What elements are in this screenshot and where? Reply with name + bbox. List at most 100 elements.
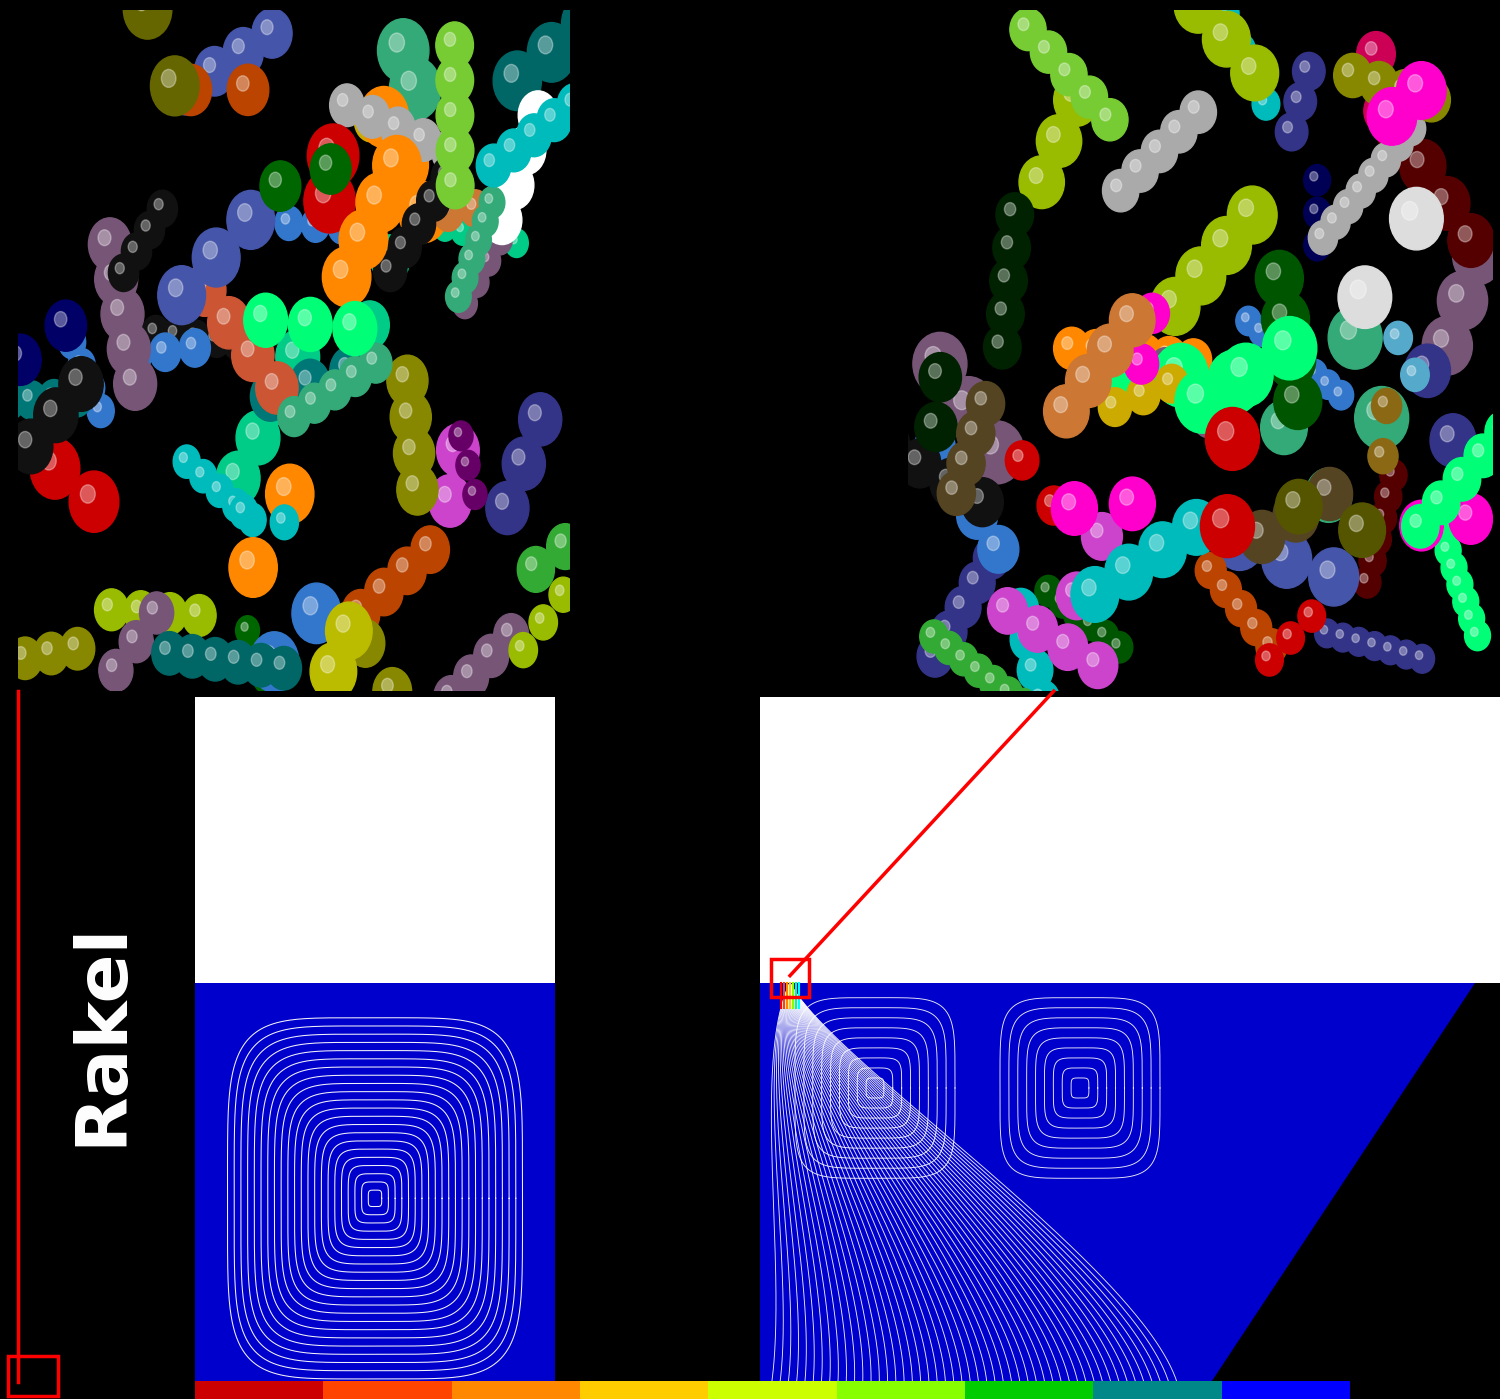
Circle shape: [1098, 627, 1106, 637]
Circle shape: [135, 211, 165, 249]
Circle shape: [1380, 488, 1389, 498]
Circle shape: [1342, 63, 1353, 77]
Polygon shape: [1200, 982, 1500, 1399]
Circle shape: [488, 225, 510, 253]
Circle shape: [465, 224, 492, 256]
Circle shape: [88, 218, 132, 271]
Circle shape: [388, 547, 426, 595]
Circle shape: [430, 157, 465, 199]
Circle shape: [1464, 610, 1473, 620]
Circle shape: [160, 602, 171, 614]
Circle shape: [496, 129, 531, 172]
Circle shape: [452, 288, 459, 298]
Circle shape: [381, 260, 392, 273]
Circle shape: [362, 109, 372, 122]
Circle shape: [1214, 229, 1228, 246]
Circle shape: [1166, 358, 1182, 376]
Circle shape: [1149, 534, 1164, 551]
Circle shape: [33, 388, 78, 442]
Circle shape: [1098, 388, 1131, 427]
Circle shape: [1186, 385, 1203, 403]
Circle shape: [1016, 695, 1023, 705]
Polygon shape: [1474, 697, 1500, 982]
Circle shape: [123, 0, 172, 39]
Circle shape: [209, 330, 218, 341]
Circle shape: [1442, 553, 1467, 582]
Circle shape: [1376, 102, 1422, 157]
Circle shape: [1196, 553, 1225, 589]
Circle shape: [438, 166, 448, 179]
Circle shape: [310, 642, 357, 701]
Circle shape: [1162, 374, 1173, 385]
Circle shape: [98, 229, 111, 246]
Circle shape: [1155, 364, 1188, 403]
Circle shape: [1208, 350, 1261, 414]
Circle shape: [444, 67, 456, 81]
Circle shape: [1013, 449, 1023, 462]
Circle shape: [470, 221, 492, 249]
Circle shape: [1394, 641, 1419, 669]
Circle shape: [1218, 343, 1274, 407]
Circle shape: [298, 309, 312, 326]
Circle shape: [1304, 197, 1330, 228]
Circle shape: [546, 523, 584, 569]
Circle shape: [304, 169, 355, 234]
Circle shape: [44, 400, 57, 417]
Circle shape: [462, 665, 472, 677]
Circle shape: [94, 589, 129, 631]
Circle shape: [504, 64, 519, 83]
Circle shape: [476, 246, 501, 276]
Circle shape: [525, 557, 537, 571]
Circle shape: [466, 199, 476, 210]
Circle shape: [1262, 651, 1270, 660]
Circle shape: [198, 638, 232, 681]
Circle shape: [446, 173, 456, 186]
Circle shape: [1212, 0, 1239, 29]
Circle shape: [270, 505, 298, 540]
Circle shape: [987, 536, 999, 551]
Circle shape: [1136, 294, 1170, 333]
Circle shape: [350, 301, 390, 350]
Circle shape: [1206, 407, 1260, 470]
Circle shape: [436, 92, 474, 139]
Circle shape: [1292, 91, 1300, 102]
Circle shape: [342, 589, 380, 637]
Circle shape: [536, 613, 544, 624]
Circle shape: [1019, 155, 1065, 208]
Circle shape: [1256, 628, 1287, 665]
Circle shape: [1304, 165, 1330, 196]
Circle shape: [1328, 306, 1382, 369]
Circle shape: [1052, 53, 1088, 95]
Circle shape: [124, 590, 158, 632]
Circle shape: [1071, 76, 1107, 119]
Circle shape: [1005, 203, 1016, 215]
Circle shape: [1334, 189, 1364, 224]
Circle shape: [1407, 74, 1422, 92]
Circle shape: [1316, 369, 1341, 399]
Circle shape: [1340, 504, 1386, 557]
Circle shape: [1410, 512, 1422, 527]
Circle shape: [1036, 115, 1082, 168]
Circle shape: [945, 469, 957, 483]
Circle shape: [1365, 553, 1372, 561]
Circle shape: [930, 459, 972, 508]
Circle shape: [1304, 607, 1312, 617]
Circle shape: [915, 424, 956, 471]
Circle shape: [452, 217, 474, 245]
Circle shape: [326, 379, 336, 390]
Circle shape: [1360, 574, 1368, 583]
Circle shape: [433, 676, 468, 719]
Circle shape: [1396, 112, 1425, 145]
Circle shape: [266, 464, 314, 523]
Circle shape: [528, 22, 576, 83]
Circle shape: [464, 480, 488, 509]
Circle shape: [60, 628, 94, 670]
Circle shape: [94, 253, 138, 306]
Circle shape: [438, 218, 446, 228]
Circle shape: [444, 102, 456, 116]
Circle shape: [1174, 369, 1230, 434]
Circle shape: [1047, 126, 1060, 143]
Circle shape: [261, 645, 276, 663]
Circle shape: [433, 194, 464, 231]
Circle shape: [914, 333, 968, 396]
